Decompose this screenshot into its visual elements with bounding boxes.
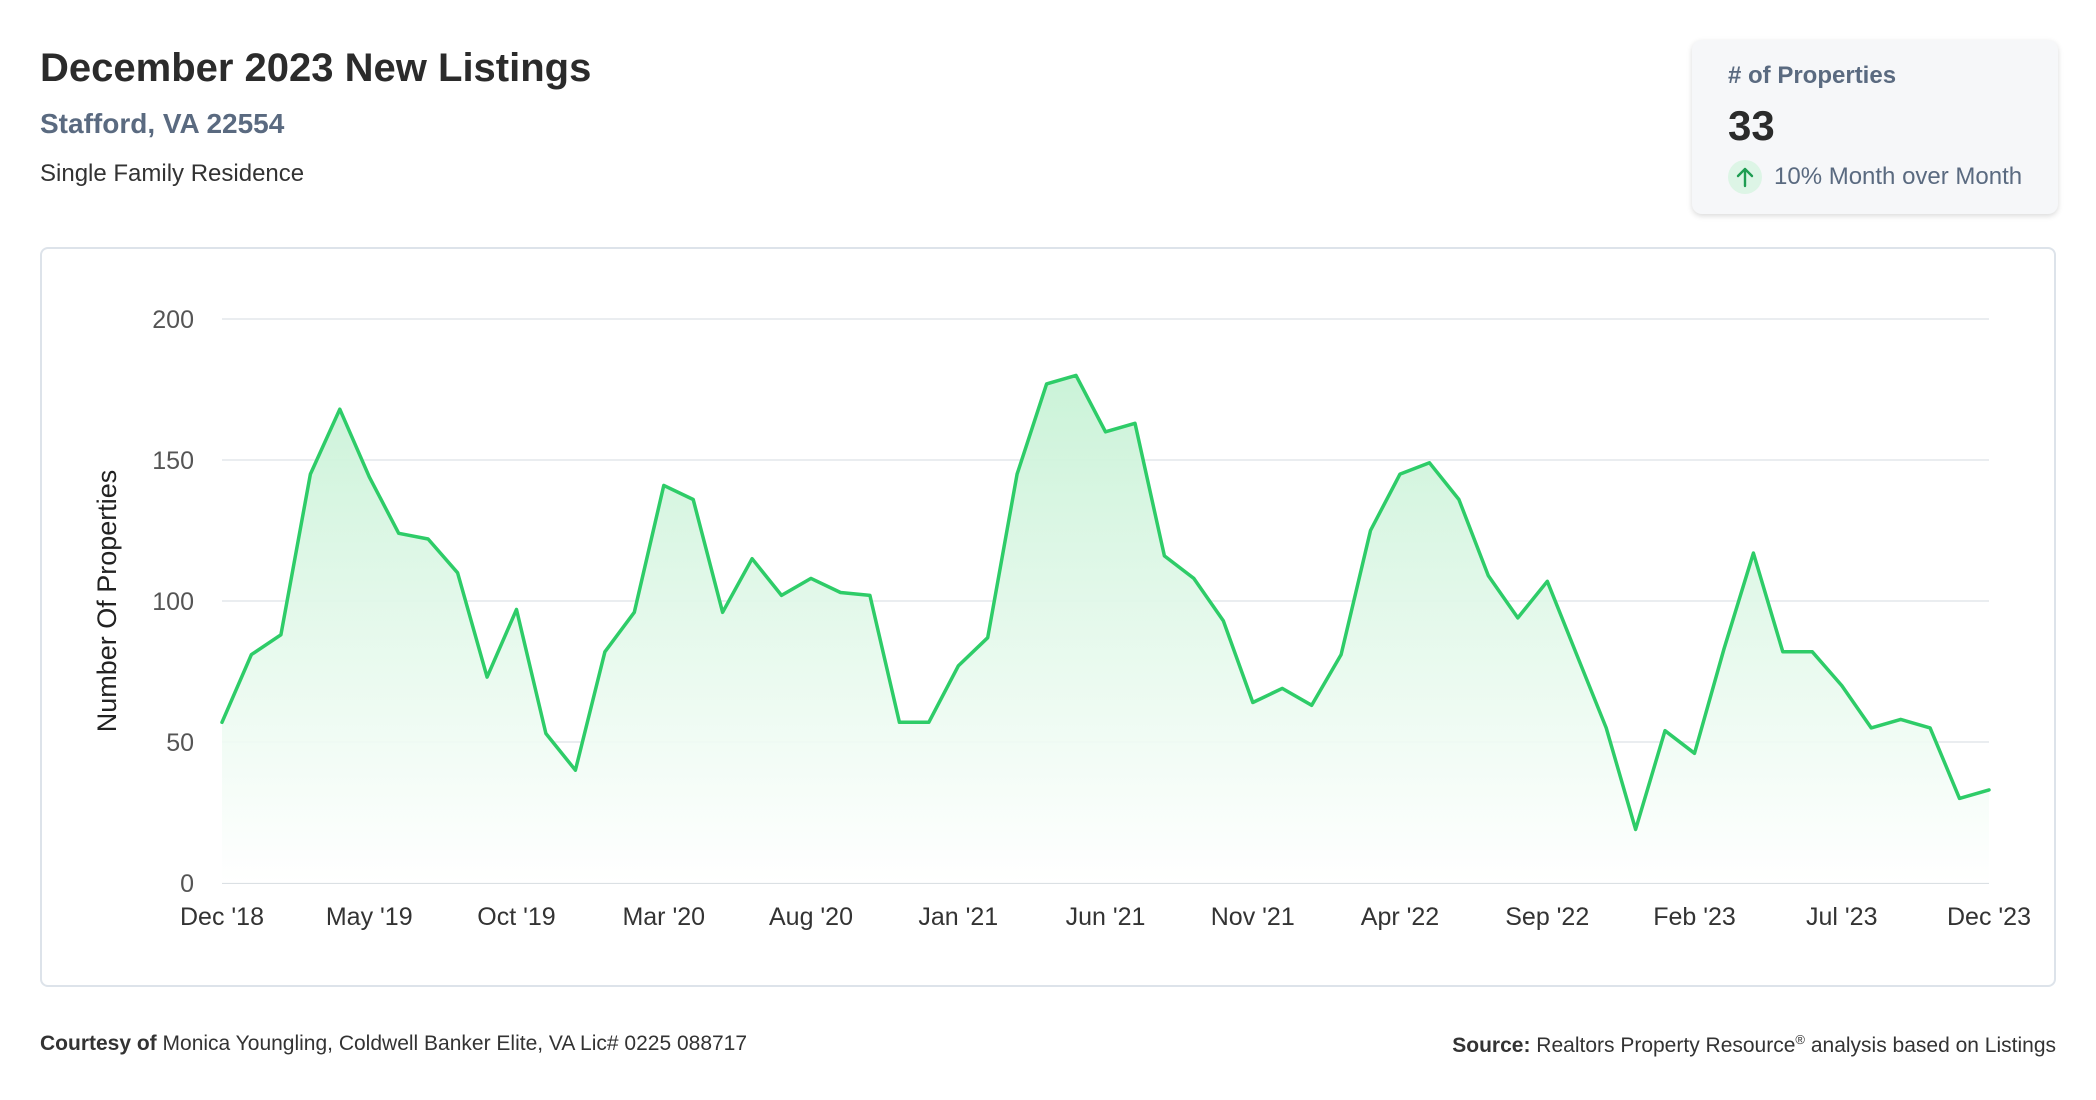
x-tick-label: Dec '23	[1947, 903, 2031, 931]
source-text-2: analysis based on Listings	[1810, 1034, 2056, 1057]
x-tick-label: Jun '21	[1066, 903, 1146, 931]
courtesy-label: Courtesy of	[40, 1032, 157, 1055]
courtesy-footer: Courtesy of Monica Youngling, Coldwell B…	[40, 1032, 747, 1056]
source-text: Realtors Property Resource	[1536, 1034, 1796, 1057]
y-tick-label: 100	[152, 588, 194, 616]
chart-panel: 0 50 100 150 200 Number Of Properties Dec '18 M…	[40, 247, 2056, 987]
x-tick-label: Nov '21	[1211, 903, 1295, 931]
x-tick-label: Sep '22	[1505, 903, 1589, 931]
kpi-value: 33	[1728, 102, 1775, 149]
x-tick-label: Feb '23	[1653, 903, 1736, 931]
kpi-change: 10% Month over Month	[1728, 160, 2022, 194]
x-tick-label: Dec '18	[180, 903, 264, 931]
kpi-card: # of Properties 33 10% Month over Month	[1692, 40, 2058, 214]
x-tick-label: Aug '20	[769, 903, 853, 931]
y-tick-label: 0	[180, 870, 194, 898]
page-title: December 2023 New Listings	[40, 46, 592, 90]
registered-mark: ®	[1795, 1032, 1805, 1047]
property-type-label: Single Family Residence	[40, 160, 305, 187]
location-subtitle: Stafford, VA 22554	[40, 108, 285, 139]
x-tick-label: Jul '23	[1806, 903, 1877, 931]
y-axis-title: Number Of Properties	[92, 470, 122, 733]
x-tick-label: Oct '19	[477, 903, 555, 931]
x-tick-label: May '19	[326, 903, 413, 931]
series-area	[222, 375, 1989, 883]
courtesy-text: Monica Youngling, Coldwell Banker Elite,…	[162, 1032, 748, 1055]
kpi-label: # of Properties	[1728, 62, 1897, 89]
new-listings-chart: 0 50 100 150 200 Number Of Properties Dec '18 M…	[92, 306, 2031, 931]
arrow-up-icon	[1728, 160, 1762, 194]
source-label: Source:	[1452, 1034, 1531, 1057]
x-tick-label: Apr '22	[1361, 903, 1439, 931]
x-tick-label: Mar '20	[622, 903, 705, 931]
y-tick-label: 50	[166, 729, 194, 757]
series-line	[220, 373, 1991, 832]
x-tick-label: Jan '21	[918, 903, 998, 931]
y-tick-label: 150	[152, 447, 194, 475]
source-footer: Source: Realtors Property Resource® anal…	[1452, 1032, 2056, 1058]
y-tick-label: 200	[152, 306, 194, 334]
kpi-change-text: 10% Month over Month	[1774, 163, 2023, 190]
